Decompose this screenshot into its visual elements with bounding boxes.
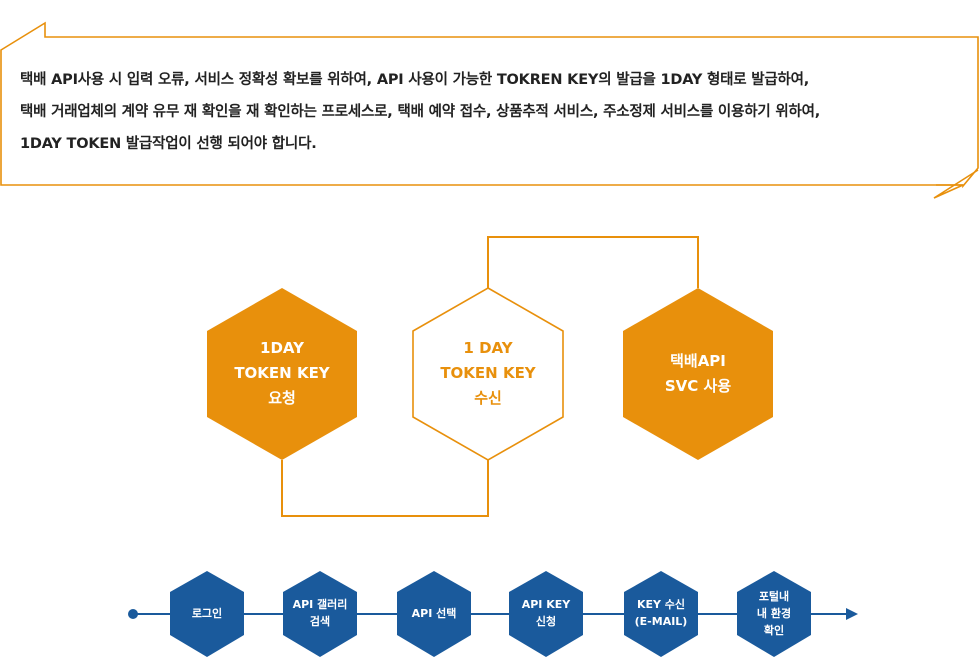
notice-box-frame [0,21,979,199]
step-hex-api-select [397,571,471,657]
hex-token-receive-label: 1 DAY TOKEN KEY 수신 [440,339,536,407]
notice-line-1: 택배 API사용 시 입력 오류, 서비스 정확성 확보를 위하여, API 사… [20,72,810,88]
step-hex-key-request [509,571,583,657]
step-api-select-label: API 선택 [411,607,457,620]
hex-api-use [623,288,773,460]
step-portal-check-label: 포털내 내 환경 확인 [756,590,792,637]
notice-line-3: 1DAY TOKEN 발급작업이 선행 되어야 합니다. [20,136,317,152]
step-flow-arrowhead [846,608,858,620]
hex-token-request [207,288,357,460]
hex-token-request-label: 1DAY TOKEN KEY 요청 [234,339,330,407]
notice-text: 택배 API사용 시 입력 오류, 서비스 정확성 확보를 위하여, API 사… [20,64,965,160]
step-hex-gallery [283,571,357,657]
connector-top [487,236,699,288]
step-key-receive-label: KEY 수신 (E-MAIL) [634,598,688,628]
hex-token-receive [412,287,564,461]
step-flow-start-dot [128,609,138,619]
step-hex-key-receive [624,571,698,657]
step-hex-login [170,571,244,657]
step-hex-portal-check [737,571,811,657]
step-key-request-label: API KEY 신청 [521,598,571,628]
notice-line-2: 택배 거래업체의 계약 유무 재 확인을 재 확인하는 프로세스로, 택배 예약… [20,104,821,120]
connector-bottom [281,460,489,517]
step-gallery-label: API 갤러리 검색 [292,598,348,628]
step-login-label: 로그인 [191,607,223,620]
hex-api-use-label: 택배API SVC 사용 [664,352,732,395]
